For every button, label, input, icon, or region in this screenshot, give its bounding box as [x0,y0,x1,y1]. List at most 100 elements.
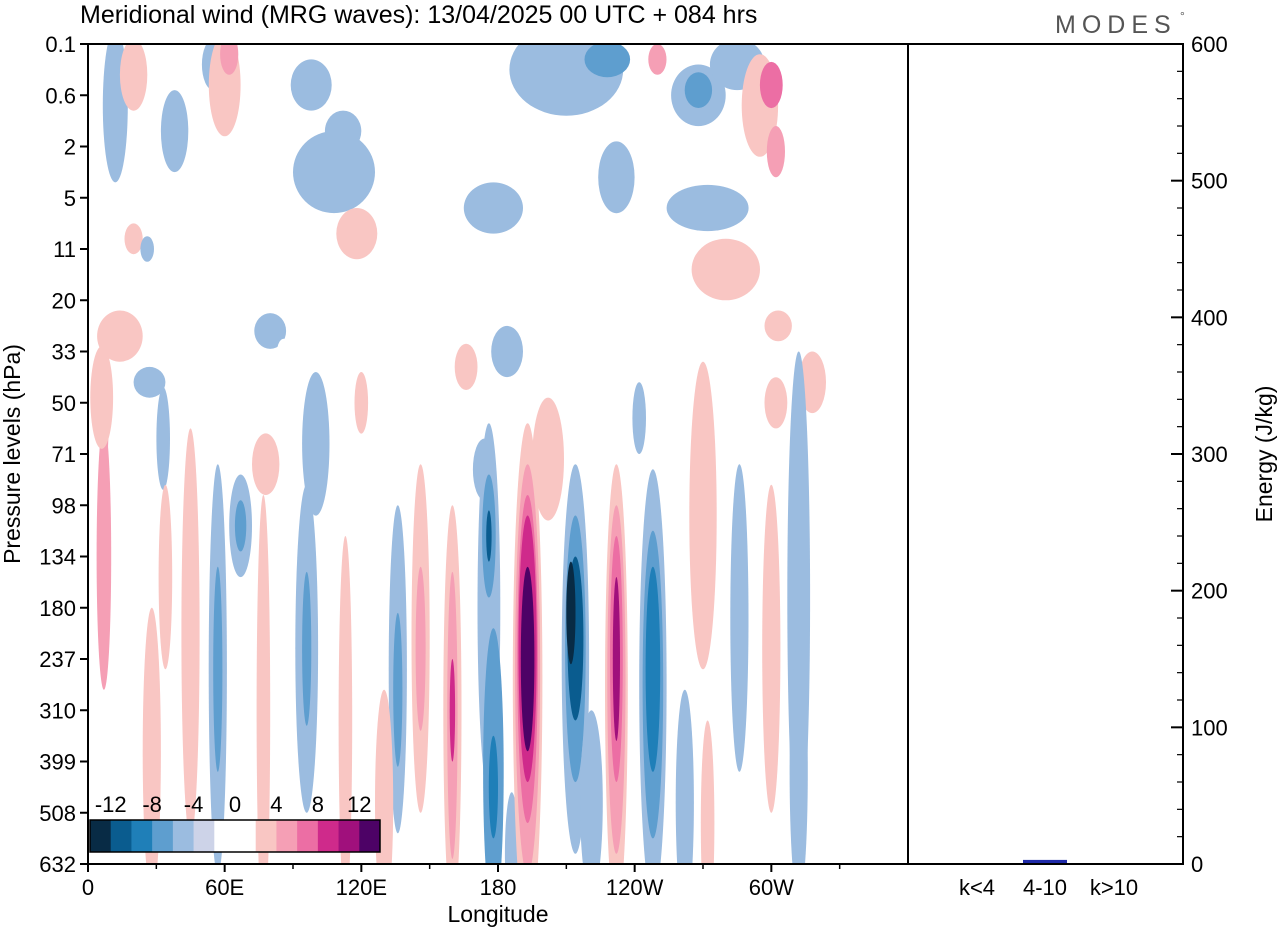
colorbar-swatch-3 [152,820,174,852]
colorbar: -12 -8 -4 0 4 8 12 [89,792,381,853]
x-tick-label-2: 120E [336,875,387,900]
wind-contour-33 [97,310,143,362]
colorbar-swatch-6 [214,820,236,852]
wind-contour-41 [302,372,330,516]
x-tick-label-0: 0 [82,875,94,900]
x-tick-label-4: 120W [606,875,664,900]
colorbar-swatch-0 [90,820,112,852]
wind-contour-14 [443,74,485,116]
energy-axis-label: Energy (J/kg) [1251,386,1277,523]
wind-contour-9 [124,223,143,255]
colorbar-label-3: 0 [229,792,241,817]
y-tick-label-6: 33 [52,340,76,365]
energy-bars: k<4 4-10 k>10 [955,859,1138,900]
wind-contour-64 [393,612,403,767]
y-tick-label-4: 11 [53,237,76,262]
y-tick-label-5: 20 [52,288,76,313]
wind-contour-35 [491,325,523,378]
wind-contour-11 [324,110,362,152]
wind-contour-4 [160,90,189,173]
y-tick-label-0: 0.1 [45,32,76,57]
wind-contour-46 [689,361,717,670]
wind-contour-59 [256,495,271,864]
wind-contour-95 [142,607,161,864]
energy-category-0: k<4 [959,875,995,900]
y-tick-label-13: 310 [39,698,76,723]
colorbar-label-0: -12 [95,792,127,817]
wind-contour-66 [415,566,426,731]
wind-contour-58 [234,500,247,552]
y-tick-label-11: 180 [39,596,76,621]
longitude-axis: 0 60E 120E 180 120W 60W [82,864,841,900]
wind-contour-29 [666,184,749,232]
wind-contour-32 [254,313,287,349]
wind-contour-19 [648,44,667,75]
x-tick-label-3: 180 [480,875,517,900]
wind-contour-13 [356,79,412,132]
wind-contour-8 [133,197,216,260]
energy-panel [908,44,1183,864]
wind-contour-10 [293,131,375,214]
energy-tick-label-5: 500 [1191,169,1228,194]
wind-contour-3 [119,44,148,111]
wind-field [90,44,826,864]
modes-logo: MODES [1055,11,1177,39]
energy-tick-label-6: 600 [1191,32,1228,57]
wind-contour-97 [789,643,808,864]
wind-contour-69 [449,659,456,762]
colorbar-swatch-11 [317,820,340,852]
wind-contour-84 [566,561,576,665]
pressure-axis: 0.1 0.6 2 5 11 20 33 50 71 98 134 180 237 310 399 508 63… [39,32,88,877]
wind-contour-24 [759,61,783,109]
chart-title: Meridional wind (MRG waves): 13/04/2025 … [80,1,757,29]
y-tick-label-10: 134 [39,545,76,570]
y-tick-label-14: 399 [39,750,76,775]
wind-contour-28 [655,126,678,188]
wind-contour-34 [277,338,291,365]
y-tick-label-2: 2 [64,135,76,160]
y-axis-label: Pressure levels (hPa) [0,344,25,564]
wind-contour-85 [580,710,603,864]
colorbar-swatch-5 [193,820,215,852]
y-tick-label-3: 5 [64,186,76,211]
colorbar-label-2: -4 [184,792,204,817]
wind-contour-40 [156,387,170,490]
wind-contour-12 [290,59,332,111]
wind-contour-30 [691,238,760,301]
wind-contour-54 [158,484,173,670]
wind-contour-18 [611,95,635,147]
wind-contour-93 [675,689,694,864]
colorbar-swatch-2 [131,820,153,852]
wind-contour-38 [133,366,166,398]
wind-contour-0 [96,423,112,690]
wind-contour-80 [520,566,535,752]
wind-contour-56 [213,566,223,772]
wind-contour-51 [730,464,749,772]
energy-tick-label-0: 0 [1191,852,1203,877]
wind-contour-62 [338,536,353,864]
wind-contour-48 [764,377,788,429]
wind-contour-61 [302,571,312,726]
y-tick-label-8: 71 [52,442,76,467]
wind-contour-52 [762,484,781,813]
colorbar-swatch-1 [110,820,132,852]
colorbar-frame [89,819,381,853]
energy-bar-1 [1023,859,1067,864]
wind-contour-94 [700,720,715,864]
colorbar-label-6: 12 [347,792,371,817]
colorbar-swatch-8 [255,820,277,852]
y-tick-label-1: 0.6 [45,83,76,108]
wind-contour-15 [336,208,378,260]
wind-contour-36 [454,343,478,390]
energy-tick-label-1: 100 [1191,715,1228,740]
colorbar-swatch-13 [359,820,381,852]
wind-contour-26 [463,182,523,234]
wind-contour-25 [766,126,786,178]
energy-axis: 0 100 200 300 400 500 600 [1171,32,1228,877]
colorbar-label-4: 4 [270,792,282,817]
wind-contour-7 [220,44,239,75]
wind-contour-21 [684,72,713,108]
modes-logo-mark: ° [1180,9,1185,23]
x-tick-label-5: 60W [749,875,794,900]
